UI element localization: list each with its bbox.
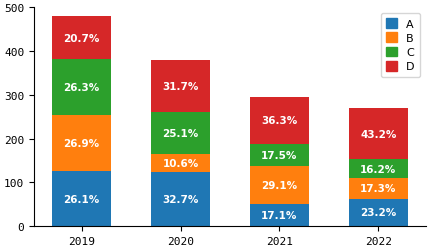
Text: 23.2%: 23.2% [360,208,396,218]
Text: 17.3%: 17.3% [360,184,396,194]
Bar [52,172,111,226]
Text: 20.7%: 20.7% [64,34,100,43]
Bar [349,108,408,160]
Text: 17.5%: 17.5% [261,150,298,160]
Bar [52,17,111,60]
Bar [52,60,111,115]
Text: 31.7%: 31.7% [163,82,199,92]
Bar [349,199,408,226]
Text: 16.2%: 16.2% [360,164,396,174]
Legend: A, B, C, D: A, B, C, D [381,14,420,78]
Bar [151,113,210,154]
Text: 26.9%: 26.9% [64,138,100,148]
Bar [349,160,408,178]
Bar [52,115,111,172]
Text: 29.1%: 29.1% [261,180,298,190]
Text: 17.1%: 17.1% [261,210,298,220]
Bar [151,172,210,226]
Text: 10.6%: 10.6% [163,158,199,168]
Bar [151,154,210,172]
Text: 36.3%: 36.3% [261,116,298,126]
Text: 26.1%: 26.1% [64,194,100,204]
Text: 26.3%: 26.3% [64,83,100,93]
Bar [250,144,309,167]
Bar [250,167,309,204]
Bar [151,60,210,113]
Text: 25.1%: 25.1% [163,129,199,138]
Text: 43.2%: 43.2% [360,129,396,139]
Bar [349,178,408,199]
Text: 32.7%: 32.7% [163,194,199,204]
Bar [250,204,309,226]
Bar [250,98,309,144]
